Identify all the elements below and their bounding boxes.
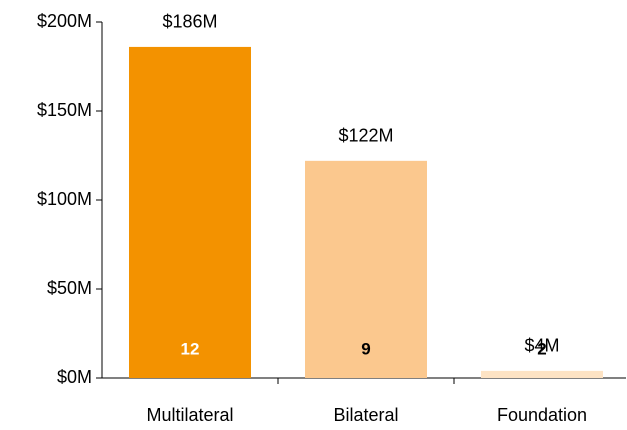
y-tick-label: $150M [37, 100, 92, 120]
y-tick-label: $200M [37, 11, 92, 31]
y-tick-label: $50M [47, 278, 92, 298]
bar [305, 160, 427, 378]
count-label: 9 [361, 339, 370, 358]
bar [129, 46, 251, 379]
x-tick-label: Bilateral [333, 405, 398, 425]
value-label: $4M [524, 336, 559, 356]
bar [481, 370, 603, 378]
count-label: 2 [537, 339, 546, 358]
value-label: $122M [338, 126, 393, 146]
x-tick-label: Multilateral [146, 405, 233, 425]
y-tick-label: $0M [57, 367, 92, 387]
value-label: $186M [162, 12, 217, 32]
y-tick-label: $100M [37, 189, 92, 209]
count-label: 12 [181, 339, 200, 358]
x-tick-label: Foundation [497, 405, 587, 425]
